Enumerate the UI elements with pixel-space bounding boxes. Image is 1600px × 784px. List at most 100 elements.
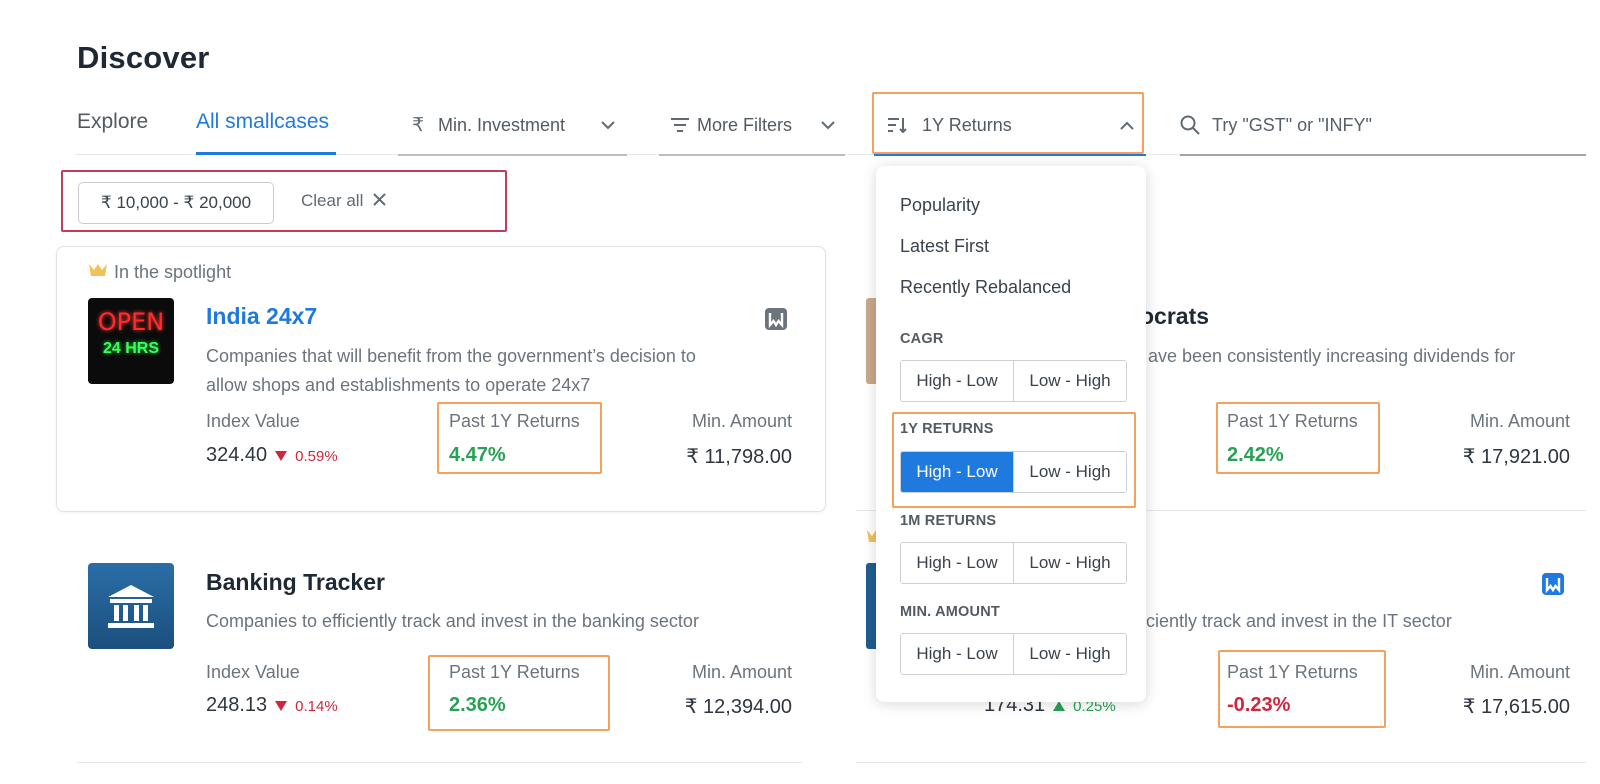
- applied-filters-highlight-box: [61, 170, 507, 232]
- returns-label: Past 1Y Returns: [449, 411, 580, 431]
- active-tab-indicator: [196, 152, 336, 155]
- index-value-row: 324.40 0.59%: [206, 444, 338, 467]
- index-change: 0.59%: [295, 448, 338, 465]
- sort-option-latest-first[interactable]: Latest First: [900, 236, 990, 256]
- 1m-returns-low-high[interactable]: Low - High: [1013, 543, 1126, 583]
- 1y-returns-sort-toggle: High - Low Low - High: [900, 451, 1127, 493]
- 1y-returns-high-low[interactable]: High - Low: [901, 452, 1013, 492]
- chevron-up-icon: [1120, 121, 1134, 130]
- smallcase-description-partial: ave been consistently increasing dividen…: [1148, 346, 1516, 366]
- min-investment-label: Min. Investment: [438, 114, 566, 135]
- clear-all-button[interactable]: Clear all: [301, 191, 387, 211]
- min-amount-low-high[interactable]: Low - High: [1013, 634, 1126, 674]
- returns-label: Past 1Y Returns: [449, 662, 580, 682]
- index-change: 0.25%: [1073, 698, 1116, 715]
- smallcase-description-line-1: Companies that will benefit from the gov…: [206, 346, 696, 366]
- index-value-label: Index Value: [206, 411, 300, 431]
- index-change: 0.14%: [295, 698, 338, 715]
- min-amount-label: Min. Amount: [1469, 662, 1570, 682]
- more-filters-label: More Filters: [697, 114, 793, 135]
- returns-highlight-box: [437, 402, 602, 474]
- bank-icon: [108, 585, 154, 628]
- min-amount-value: ₹ 17,921.00: [1462, 446, 1570, 468]
- crown-icon: [866, 528, 876, 549]
- chevron-down-icon: [601, 120, 615, 130]
- min-amount-value: ₹ 17,615.00: [1462, 696, 1570, 718]
- card-divider: [77, 762, 802, 763]
- index-value-label: Index Value: [206, 662, 300, 682]
- smallcase-description: Companies to efficiently track and inves…: [206, 611, 699, 631]
- sort-label: 1Y Returns: [922, 114, 1012, 135]
- 1m-returns-sort-toggle: High - Low Low - High: [900, 542, 1127, 584]
- 1m-returns-high-low[interactable]: High - Low: [901, 543, 1013, 583]
- card-divider: [856, 762, 1586, 763]
- search-field[interactable]: Try "GST" or "INFY": [1180, 96, 1586, 156]
- smallcase-name-partial[interactable]: ocrats: [1140, 303, 1210, 329]
- min-amount-label: Min. Amount: [1469, 411, 1570, 431]
- watchlist-icon[interactable]: [1542, 573, 1564, 600]
- more-filters-button[interactable]: More Filters: [659, 96, 845, 156]
- returns-highlight-box: [428, 655, 610, 731]
- sort-section-cagr: CAGR: [900, 331, 944, 347]
- min-investment-filter[interactable]: ₹ Min. Investment: [398, 96, 627, 156]
- close-icon: [373, 191, 387, 211]
- thumb-line-2: 24 HRS: [102, 340, 160, 357]
- returns-label: Past 1Y Returns: [1227, 662, 1358, 682]
- index-value: 248.13: [206, 694, 268, 716]
- index-value-row: 248.13 0.14%: [206, 694, 338, 717]
- sort-icon: [888, 117, 914, 133]
- card-thumbnail-partial: [866, 298, 876, 384]
- spotlight-label: In the spotlight: [114, 262, 232, 282]
- min-amount-label: Min. Amount: [691, 662, 792, 682]
- applied-filter-chip[interactable]: ₹ 10,000 - ₹ 20,000: [78, 182, 274, 224]
- thumb-line-1: OPEN: [97, 308, 165, 336]
- cagr-low-high[interactable]: Low - High: [1013, 361, 1126, 401]
- returns-value: 2.36%: [449, 694, 506, 716]
- banking-tracker-thumbnail: [88, 563, 174, 649]
- cagr-sort-toggle: High - Low Low - High: [900, 360, 1127, 402]
- min-amount-high-low[interactable]: High - Low: [901, 634, 1013, 674]
- tab-all-smallcases[interactable]: All smallcases: [196, 110, 330, 133]
- returns-highlight-box: [1218, 650, 1386, 728]
- min-amount-value: ₹ 11,798.00: [686, 446, 792, 468]
- 1y-returns-low-high[interactable]: Low - High: [1013, 452, 1126, 492]
- min-amount-sort-toggle: High - Low Low - High: [900, 633, 1127, 675]
- sort-section-min-amount: MIN. AMOUNT: [900, 604, 1000, 620]
- spotlight-badge: In the spotlight: [88, 262, 231, 283]
- chevron-down-icon: [821, 120, 835, 130]
- smallcase-card-spotlight[interactable]: [56, 246, 826, 512]
- index-value: 324.40: [206, 444, 268, 466]
- search-input[interactable]: Try "GST" or "INFY": [1212, 114, 1372, 135]
- returns-value: 4.47%: [449, 444, 506, 466]
- returns-label: Past 1Y Returns: [1227, 411, 1358, 431]
- sort-option-popularity[interactable]: Popularity: [900, 195, 981, 215]
- triangle-up-icon: [1053, 698, 1066, 716]
- filter-lines-icon: [671, 118, 697, 132]
- min-amount-value: ₹ 12,394.00: [684, 696, 792, 718]
- sort-section-1m-returns: 1M RETURNS: [900, 513, 997, 529]
- smallcase-name[interactable]: Banking Tracker: [206, 569, 385, 595]
- returns-value: -0.23%: [1227, 694, 1291, 716]
- page-title: Discover: [77, 40, 210, 75]
- min-amount-label: Min. Amount: [691, 411, 792, 431]
- returns-highlight-box: [1216, 402, 1380, 474]
- tab-explore[interactable]: Explore: [77, 110, 149, 133]
- sort-dropdown-button[interactable]: 1Y Returns: [874, 96, 1146, 156]
- clear-all-label: Clear all: [301, 191, 364, 210]
- search-icon: [1180, 115, 1212, 135]
- smallcase-name[interactable]: India 24x7: [206, 303, 318, 329]
- crown-icon: [88, 262, 108, 283]
- cagr-high-low[interactable]: High - Low: [901, 361, 1013, 401]
- card-thumbnail-partial: [866, 563, 876, 649]
- triangle-down-icon: [275, 698, 288, 716]
- returns-value: 2.42%: [1227, 444, 1284, 466]
- smallcase-description-line-2: allow shops and establishments to operat…: [206, 375, 591, 395]
- sort-dropdown-menu: [876, 166, 1146, 702]
- triangle-down-icon: [275, 448, 288, 466]
- rupee-icon: ₹: [412, 114, 425, 136]
- 1y-returns-highlight-box: [892, 412, 1136, 508]
- watchlist-icon[interactable]: [765, 308, 787, 335]
- smallcase-description-partial: ciently track and invest in the IT secto…: [1146, 611, 1452, 631]
- card-divider: [856, 510, 1586, 511]
- sort-option-recently-rebalanced[interactable]: Recently Rebalanced: [900, 277, 1072, 297]
